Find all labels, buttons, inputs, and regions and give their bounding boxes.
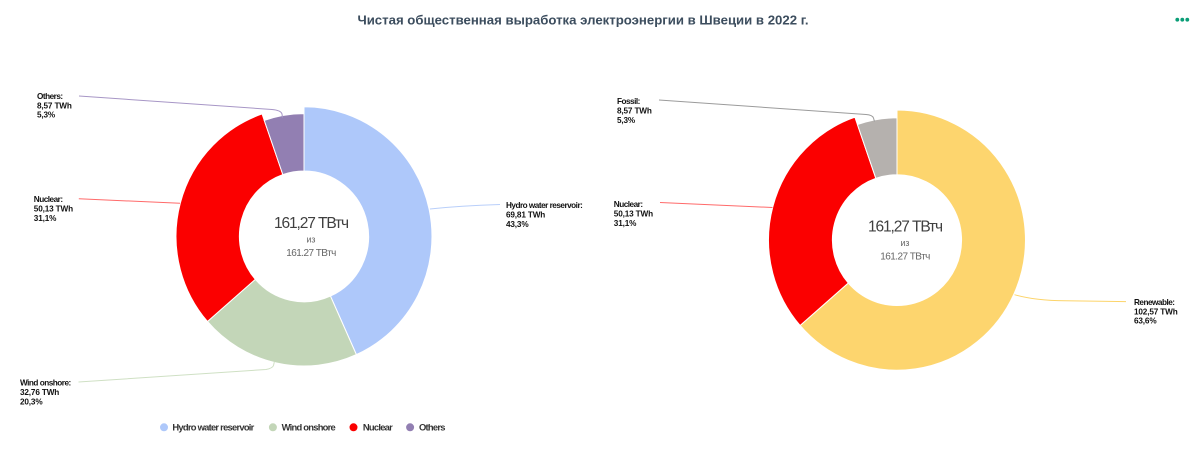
svg-text:Nuclear: Nuclear bbox=[363, 422, 393, 433]
svg-text:Others:: Others: bbox=[37, 92, 63, 101]
svg-text:31,1%: 31,1% bbox=[614, 219, 637, 228]
svg-text:Wind onshore:: Wind onshore: bbox=[20, 379, 71, 388]
svg-text:50,13 TWh: 50,13 TWh bbox=[614, 210, 653, 219]
svg-text:20,3%: 20,3% bbox=[20, 397, 43, 406]
svg-text:69,81 TWh: 69,81 TWh bbox=[506, 211, 545, 220]
svg-text:161.27 ТВтч: 161.27 ТВтч bbox=[880, 251, 930, 262]
svg-text:Чистая общественная выработка: Чистая общественная выработка электроэне… bbox=[357, 12, 808, 27]
svg-text:31,1%: 31,1% bbox=[34, 214, 57, 223]
svg-text:8,57 TWh: 8,57 TWh bbox=[37, 101, 72, 110]
svg-text:43,3%: 43,3% bbox=[506, 220, 529, 229]
svg-text:161,27 ТВтч: 161,27 ТВтч bbox=[274, 215, 348, 232]
svg-text:Renewable:: Renewable: bbox=[1134, 298, 1175, 307]
svg-text:Nuclear:: Nuclear: bbox=[34, 195, 63, 204]
svg-text:161,27 ТВтч: 161,27 ТВтч bbox=[868, 218, 942, 235]
svg-text:Hydro water reservoir:: Hydro water reservoir: bbox=[506, 201, 582, 210]
svg-text:50,13 TWh: 50,13 TWh bbox=[34, 205, 73, 214]
svg-text:Hydro water reservoir: Hydro water reservoir bbox=[172, 422, 254, 433]
svg-text:из: из bbox=[307, 234, 316, 244]
svg-text:102,57 TWh: 102,57 TWh bbox=[1134, 307, 1178, 316]
svg-text:63,6%: 63,6% bbox=[1134, 317, 1157, 326]
svg-text:Others: Others bbox=[419, 422, 445, 433]
svg-text:Wind onshore: Wind onshore bbox=[282, 422, 336, 433]
svg-text:161.27 ТВтч: 161.27 ТВтч bbox=[286, 248, 336, 259]
svg-text:из: из bbox=[901, 238, 910, 248]
svg-text:32,76 TWh: 32,76 TWh bbox=[20, 388, 59, 397]
svg-text:8,57 TWh: 8,57 TWh bbox=[617, 107, 652, 116]
svg-text:5,3%: 5,3% bbox=[37, 111, 56, 120]
svg-text:Fossil:: Fossil: bbox=[617, 97, 640, 106]
svg-text:5,3%: 5,3% bbox=[617, 116, 636, 125]
svg-text:Nuclear:: Nuclear: bbox=[614, 200, 643, 209]
